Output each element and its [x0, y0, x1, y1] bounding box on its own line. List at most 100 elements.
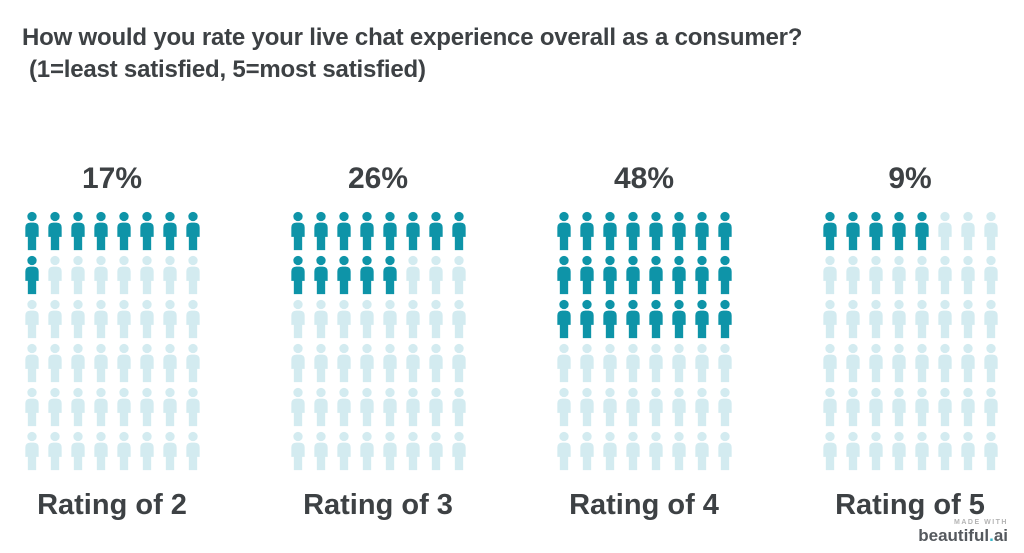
person-icon — [864, 340, 887, 384]
person-icon — [956, 340, 979, 384]
chart-title: How would you rate your live chat experi… — [22, 22, 802, 86]
person-icon — [181, 208, 204, 252]
person-icon — [621, 384, 644, 428]
person-icon — [135, 428, 158, 472]
person-icon — [933, 384, 956, 428]
person-icon — [286, 252, 309, 296]
person-icon — [332, 340, 355, 384]
brand-tld: ai — [993, 526, 1008, 545]
person-icon — [112, 384, 135, 428]
person-icon — [956, 296, 979, 340]
person-icon — [401, 208, 424, 252]
icon-grid — [20, 208, 204, 472]
person-icon — [841, 340, 864, 384]
person-icon — [690, 340, 713, 384]
person-icon — [424, 428, 447, 472]
person-icon — [355, 208, 378, 252]
person-icon — [818, 296, 841, 340]
rating-group-4: 48% Rating of 4 — [552, 160, 736, 522]
icon-grid — [286, 208, 470, 472]
person-icon — [713, 340, 736, 384]
person-icon — [158, 252, 181, 296]
person-icon — [621, 296, 644, 340]
person-icon — [690, 384, 713, 428]
person-icon — [575, 384, 598, 428]
person-icon — [887, 340, 910, 384]
person-icon — [979, 428, 1002, 472]
person-icon — [690, 208, 713, 252]
person-icon — [598, 208, 621, 252]
person-icon — [378, 384, 401, 428]
person-icon — [979, 208, 1002, 252]
brand-dot: . — [989, 526, 994, 545]
person-icon — [956, 208, 979, 252]
person-icon — [552, 428, 575, 472]
person-icon — [378, 428, 401, 472]
person-icon — [355, 296, 378, 340]
person-icon — [910, 208, 933, 252]
person-icon — [933, 208, 956, 252]
person-icon — [933, 428, 956, 472]
person-icon — [644, 296, 667, 340]
person-icon — [66, 428, 89, 472]
person-icon — [910, 384, 933, 428]
person-icon — [598, 252, 621, 296]
beautiful-ai-watermark[interactable]: MADE WITH beautiful.ai — [918, 519, 1008, 545]
person-icon — [378, 252, 401, 296]
person-icon — [979, 296, 1002, 340]
person-icon — [66, 208, 89, 252]
person-icon — [575, 340, 598, 384]
person-icon — [66, 340, 89, 384]
person-icon — [112, 296, 135, 340]
person-icon — [864, 252, 887, 296]
person-icon — [286, 296, 309, 340]
person-icon — [286, 208, 309, 252]
person-icon — [181, 384, 204, 428]
person-icon — [43, 296, 66, 340]
person-icon — [89, 296, 112, 340]
person-icon — [667, 340, 690, 384]
person-icon — [401, 428, 424, 472]
person-icon — [956, 428, 979, 472]
person-icon — [864, 296, 887, 340]
person-icon — [309, 296, 332, 340]
beautiful-ai-logo: beautiful.ai — [918, 527, 1008, 545]
category-label: Rating of 3 — [303, 489, 453, 521]
icon-grid — [818, 208, 1002, 472]
person-icon — [20, 428, 43, 472]
person-icon — [690, 252, 713, 296]
person-icon — [135, 208, 158, 252]
person-icon — [979, 384, 1002, 428]
person-icon — [887, 296, 910, 340]
person-icon — [286, 340, 309, 384]
person-icon — [89, 428, 112, 472]
person-icon — [667, 252, 690, 296]
person-icon — [841, 252, 864, 296]
person-icon — [979, 340, 1002, 384]
person-icon — [644, 208, 667, 252]
person-icon — [181, 340, 204, 384]
person-icon — [66, 252, 89, 296]
person-icon — [447, 252, 470, 296]
person-icon — [667, 384, 690, 428]
person-icon — [43, 340, 66, 384]
person-icon — [158, 340, 181, 384]
person-icon — [158, 208, 181, 252]
person-icon — [135, 340, 158, 384]
person-icon — [20, 384, 43, 428]
value-label: 26% — [347, 162, 409, 195]
person-icon — [66, 384, 89, 428]
person-icon — [135, 252, 158, 296]
person-icon — [112, 340, 135, 384]
person-icon — [552, 340, 575, 384]
person-icon — [401, 296, 424, 340]
person-icon — [910, 252, 933, 296]
person-icon — [621, 208, 644, 252]
value-label: 9% — [888, 162, 932, 195]
brand-name: beautiful — [918, 526, 990, 545]
person-icon — [575, 296, 598, 340]
person-icon — [933, 296, 956, 340]
category-label: Rating of 2 — [37, 489, 187, 521]
person-icon — [644, 428, 667, 472]
person-icon — [181, 252, 204, 296]
